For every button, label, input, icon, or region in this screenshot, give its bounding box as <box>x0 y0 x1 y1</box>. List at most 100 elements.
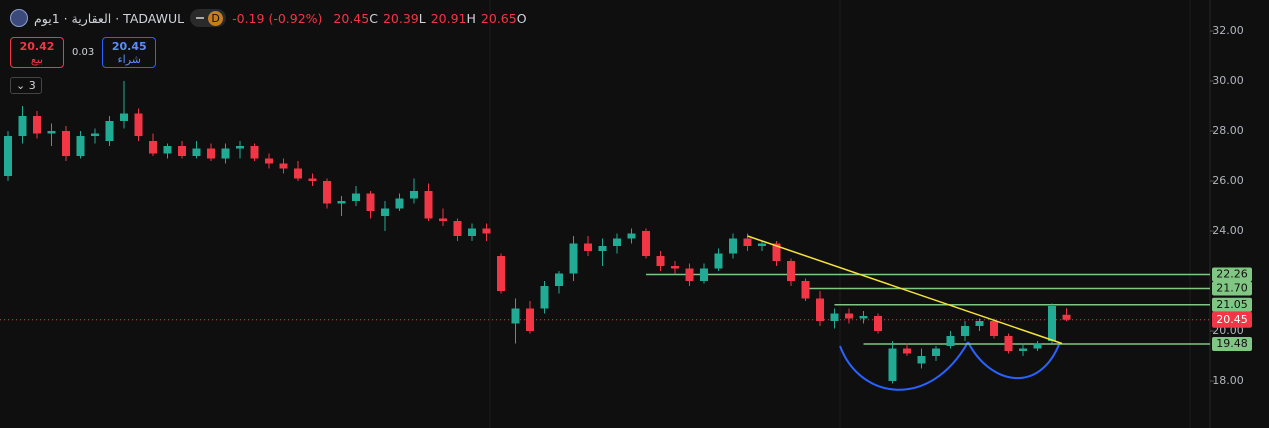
candle-body <box>1033 343 1042 349</box>
candle-body <box>584 243 592 251</box>
indicator-count: 3 <box>28 79 36 92</box>
candle-body <box>1004 336 1013 351</box>
candle-body <box>743 238 752 246</box>
spread: 0.03 <box>72 47 95 58</box>
ohlc-key: C <box>369 10 378 26</box>
candle-body <box>511 308 520 324</box>
candle-body <box>163 146 172 154</box>
ohlc-item: 20.45C <box>333 11 378 26</box>
candle-body <box>555 273 563 286</box>
candle-body <box>1019 348 1027 351</box>
y-tick-label: 26.00 <box>1212 174 1244 187</box>
candle-body <box>236 146 244 149</box>
candle-body <box>149 141 157 154</box>
symbol[interactable]: العقارية · 1يوم · TADAWUL <box>34 10 185 26</box>
candle-body <box>714 253 723 269</box>
candle-body <box>758 243 766 246</box>
candle-body <box>903 348 911 354</box>
buy-button[interactable]: 20.45 شراء <box>102 37 157 68</box>
level-label-bg <box>1212 337 1252 351</box>
ohlc-item: 20.91H <box>431 11 476 26</box>
y-tick-label: 28.00 <box>1212 124 1244 137</box>
sell-button[interactable]: 20.42 بيع <box>10 37 64 68</box>
candle-body <box>772 243 781 261</box>
candle-body <box>482 228 491 234</box>
candle-body <box>207 148 215 159</box>
candle-body <box>859 316 868 319</box>
candle-body <box>134 113 143 136</box>
status-badge[interactable]: D <box>190 9 227 27</box>
ohlc-key: O <box>516 10 527 26</box>
candle-body <box>816 298 824 321</box>
candle-body <box>178 146 186 156</box>
candle-body <box>700 268 708 281</box>
ohlc-value: 20.45 <box>333 10 370 26</box>
candle-body <box>76 136 85 156</box>
ohlc: 20.45C 20.39L 20.91H 20.65O <box>328 11 526 26</box>
handle-arc <box>967 341 1061 380</box>
candle-body <box>337 201 346 204</box>
badge: D <box>208 10 224 26</box>
candle-body <box>685 268 694 281</box>
candle-body <box>932 348 940 356</box>
candle-body <box>47 131 56 134</box>
candle-body <box>265 158 273 164</box>
candle-body <box>671 266 679 269</box>
candle-body <box>729 238 737 254</box>
candle-body <box>410 191 418 199</box>
y-tick-label: 24.00 <box>1212 224 1244 237</box>
ohlc-key: H <box>466 10 476 26</box>
level-label-bg <box>1212 267 1252 282</box>
candle-body <box>540 286 549 309</box>
candle-body <box>787 261 795 281</box>
candle-body <box>990 321 998 336</box>
candle-body <box>381 208 389 216</box>
last-price-label: 20.45 <box>1216 313 1248 326</box>
logo <box>10 9 28 27</box>
level-label: 21.70 <box>1216 282 1248 295</box>
candle-body <box>424 191 433 219</box>
candle-body <box>366 193 375 211</box>
candle-body <box>598 246 607 251</box>
candle-body <box>627 233 636 239</box>
candle-body <box>323 181 331 204</box>
candle-body <box>62 131 70 156</box>
candle-body <box>294 168 302 179</box>
sell-price: 20.42 <box>19 39 55 53</box>
candle-body <box>526 308 534 331</box>
candle-body <box>961 326 969 336</box>
candle-body <box>192 148 201 156</box>
y-tick-label: 30.00 <box>1212 74 1244 87</box>
ohlc-value: 20.39 <box>382 10 419 26</box>
ohlc-item: 20.39L <box>383 11 426 26</box>
cup-arc <box>839 341 969 391</box>
candle-body <box>801 281 810 299</box>
ohlc-value: 20.91 <box>430 10 467 26</box>
trade-panel: 20.42 بيع 0.03 20.45 شراء <box>10 37 157 68</box>
level-label: 19.48 <box>1216 337 1248 350</box>
candle-body <box>1062 314 1071 320</box>
sell-label: بيع <box>30 52 44 66</box>
candle-body <box>874 316 882 331</box>
candle-body <box>279 163 288 169</box>
level-label: 22.26 <box>1216 268 1248 281</box>
candle-body <box>468 228 476 236</box>
level-label: 21.05 <box>1216 298 1248 311</box>
last-price-bg <box>1212 311 1252 328</box>
ohlc-key: L <box>418 10 426 26</box>
level-label-bg <box>1212 297 1252 312</box>
candle-body <box>395 198 404 209</box>
ohlc-value: 20.65 <box>480 10 517 26</box>
candle-body <box>845 313 853 319</box>
candle-body <box>946 336 955 346</box>
candle-body <box>569 243 578 274</box>
candle-body <box>105 121 114 141</box>
candle-body <box>120 113 128 121</box>
candle-body <box>613 238 621 246</box>
candle-body <box>439 218 447 221</box>
candle-body <box>18 116 27 136</box>
candle-body <box>33 116 41 134</box>
candle-body <box>221 148 230 159</box>
indicators-toggle[interactable]: ⌄ 3 <box>10 77 42 94</box>
